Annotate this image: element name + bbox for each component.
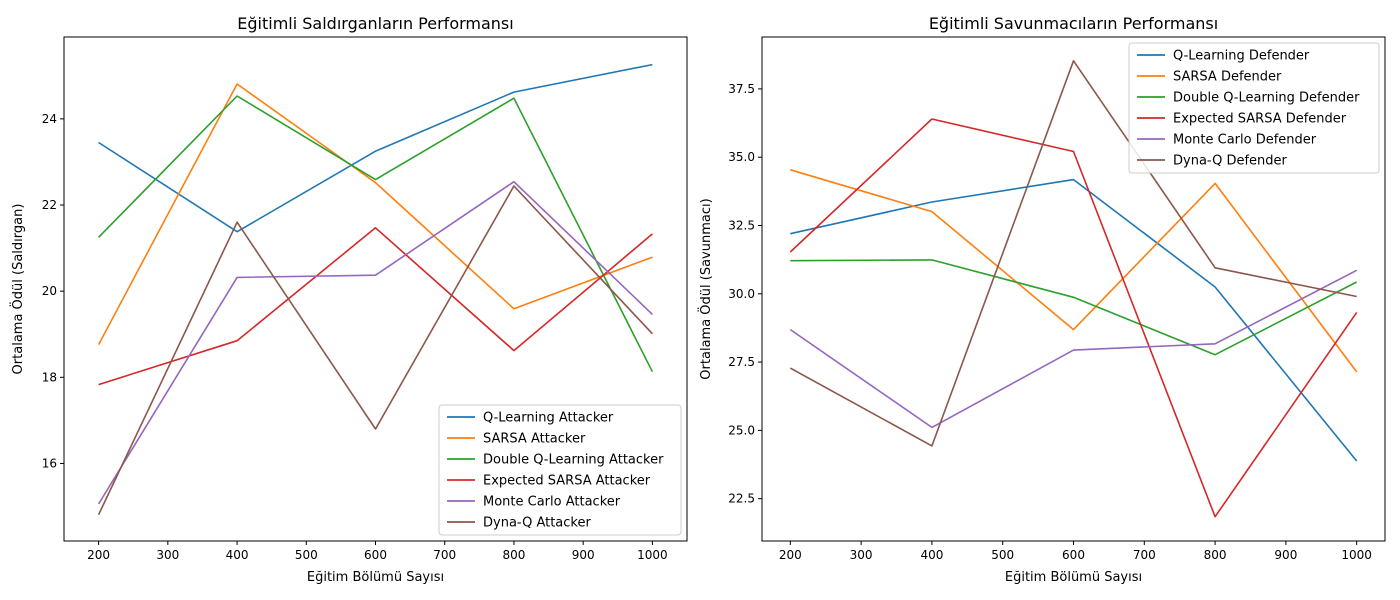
series-line-dyna-q-attacker — [97, 185, 653, 516]
y-tick-label: 16 — [42, 456, 57, 470]
series-line-dyna-q-defender — [789, 59, 1357, 447]
x-tick-label: 700 — [1133, 548, 1156, 562]
series-line-q-learning-defender — [790, 178, 1358, 462]
series-line-sarsa-attacker — [97, 83, 653, 345]
series-line-monte-carlo-attacker — [97, 180, 653, 505]
series-line-monte-carlo-defender — [789, 269, 1358, 429]
x-axis-label: Eğitim Bölümü Sayısı — [307, 570, 444, 585]
y-axis-label: Ortalama Ödül (Saldırgan) — [9, 204, 26, 375]
y-tick-label: 37.5 — [728, 82, 755, 96]
series-line-sarsa-defender — [790, 169, 1358, 373]
x-tick-label: 900 — [1274, 548, 1297, 562]
x-tick-label: 500 — [991, 548, 1014, 562]
legend-entry: Double Q-Learning Attacker — [483, 453, 664, 468]
legend-entry: SARSA Attacker — [483, 432, 586, 447]
y-tick-label: 22.5 — [728, 492, 755, 506]
x-tick-label: 400 — [920, 548, 943, 562]
legend: Q-Learning Defender SARSA Defender Double … — [1128, 42, 1380, 174]
x-tick-label: 500 — [295, 548, 318, 562]
x-tick-label: 1000 — [1341, 548, 1372, 562]
series-line-double-q-learning-attacker — [98, 95, 654, 373]
legend: Q-Learning Attacker SARSA Attacker Double … — [438, 404, 682, 536]
y-tick-label: 20 — [42, 284, 57, 298]
x-tick-label: 900 — [572, 548, 595, 562]
y-tick-label: 25.0 — [728, 423, 755, 437]
y-tick-label: 27.5 — [728, 355, 755, 369]
y-tick-label: 30.0 — [728, 287, 755, 301]
y-tick-label: 35.0 — [728, 150, 755, 164]
x-tick-label: 800 — [502, 548, 525, 562]
legend-box — [438, 404, 682, 536]
series-line-q-learning-attacker — [98, 63, 653, 233]
x-tick-label: 700 — [433, 548, 456, 562]
legend-entry: Double Q-Learning Defender — [1173, 91, 1360, 106]
x-tick-label: 1000 — [637, 548, 668, 562]
x-tick-label: 600 — [1062, 548, 1085, 562]
series-line-expected-sarsa-attacker — [98, 227, 653, 386]
legend-entry: Expected SARSA Attacker — [483, 474, 651, 489]
y-tick-label: 24 — [42, 112, 57, 126]
y-tick-label: 32.5 — [728, 218, 755, 232]
chart-panel-2: Eğitimli Savunmacıların Performansı 200 30… — [697, 14, 1386, 585]
legend-entry: Q-Learning Defender — [1173, 49, 1310, 64]
x-tick-label: 300 — [850, 548, 873, 562]
legend-entry: SARSA Defender — [1173, 70, 1282, 85]
x-tick-label: 300 — [156, 548, 179, 562]
legend-entry: Monte Carlo Attacker — [483, 495, 621, 510]
chart-title: Eğitimli Savunmacıların Performansı — [929, 14, 1218, 33]
x-tick-label: 800 — [1204, 548, 1227, 562]
series-line-double-q-learning-defender — [790, 259, 1358, 356]
chart-panel-1: Eğitimli Saldırganların Performansı 200 30… — [9, 14, 688, 585]
legend-entry: Expected SARSA Defender — [1173, 112, 1347, 127]
legend-box — [1128, 42, 1380, 174]
y-axis-label: Ortalama Ödül (Savunmacı) — [697, 198, 714, 379]
y-tick-label: 18 — [42, 370, 57, 384]
x-axis-label: Eğitim Bölümü Sayısı — [1005, 570, 1142, 585]
x-tick-label: 400 — [226, 548, 249, 562]
legend-entry: Q-Learning Attacker — [483, 411, 614, 426]
series-line-expected-sarsa-defender — [789, 118, 1358, 518]
legend-entry: Dyna-Q Attacker — [483, 516, 591, 531]
x-tick-label: 200 — [779, 548, 802, 562]
chart-title: Eğitimli Saldırganların Performansı — [237, 14, 513, 33]
y-tick-label: 22 — [42, 198, 57, 212]
legend-entry: Monte Carlo Defender — [1173, 133, 1317, 148]
x-tick-label: 200 — [87, 548, 110, 562]
x-tick-label: 600 — [364, 548, 387, 562]
legend-entry: Dyna-Q Defender — [1173, 154, 1288, 169]
